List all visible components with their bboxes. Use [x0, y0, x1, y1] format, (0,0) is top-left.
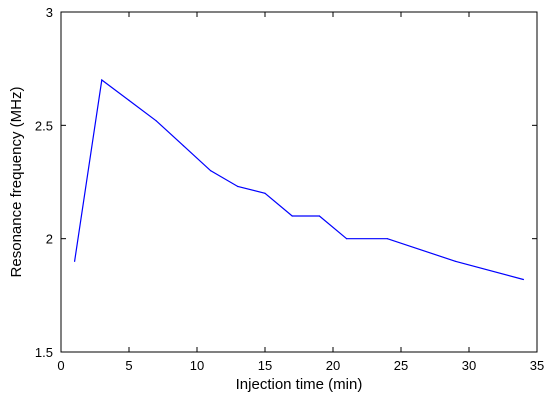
data-point [237, 185, 239, 188]
y-tick-label: 2 [46, 232, 53, 247]
data-point [210, 170, 212, 172]
data-point [318, 215, 320, 217]
x-axis-title: Injection time (min) [236, 376, 363, 393]
data-point [182, 145, 184, 147]
data-point [264, 192, 266, 194]
data-point [128, 99, 130, 101]
x-axis-ticks: 0 5 10 15 20 25 30 35 [57, 12, 544, 373]
series-line [74, 78, 524, 281]
y-axis-title: Resonance frequency (MHz) [8, 87, 25, 278]
data-point [454, 260, 456, 262]
x-tick-label: 0 [57, 358, 64, 373]
data-point [386, 238, 388, 240]
data-point [291, 215, 293, 217]
x-tick-label: 30 [462, 358, 476, 373]
x-tick-label: 15 [258, 358, 272, 373]
x-tick-label: 20 [326, 358, 340, 373]
y-axis-ticks: 1.5 2 2.5 3 [35, 5, 537, 360]
x-tick-label: 25 [394, 358, 408, 373]
data-point [346, 238, 348, 240]
y-tick-label: 1.5 [35, 345, 53, 360]
x-tick-label: 35 [530, 358, 544, 373]
x-tick-label: 10 [190, 358, 204, 373]
data-point [155, 120, 157, 122]
data-point [522, 278, 525, 281]
data-point [101, 79, 103, 81]
x-tick-label: 5 [125, 358, 132, 373]
plot-area [60, 11, 538, 353]
series-layer [74, 78, 525, 281]
y-tick-label: 3 [46, 5, 53, 20]
y-tick-label: 2.5 [35, 118, 53, 133]
data-point [74, 260, 76, 262]
